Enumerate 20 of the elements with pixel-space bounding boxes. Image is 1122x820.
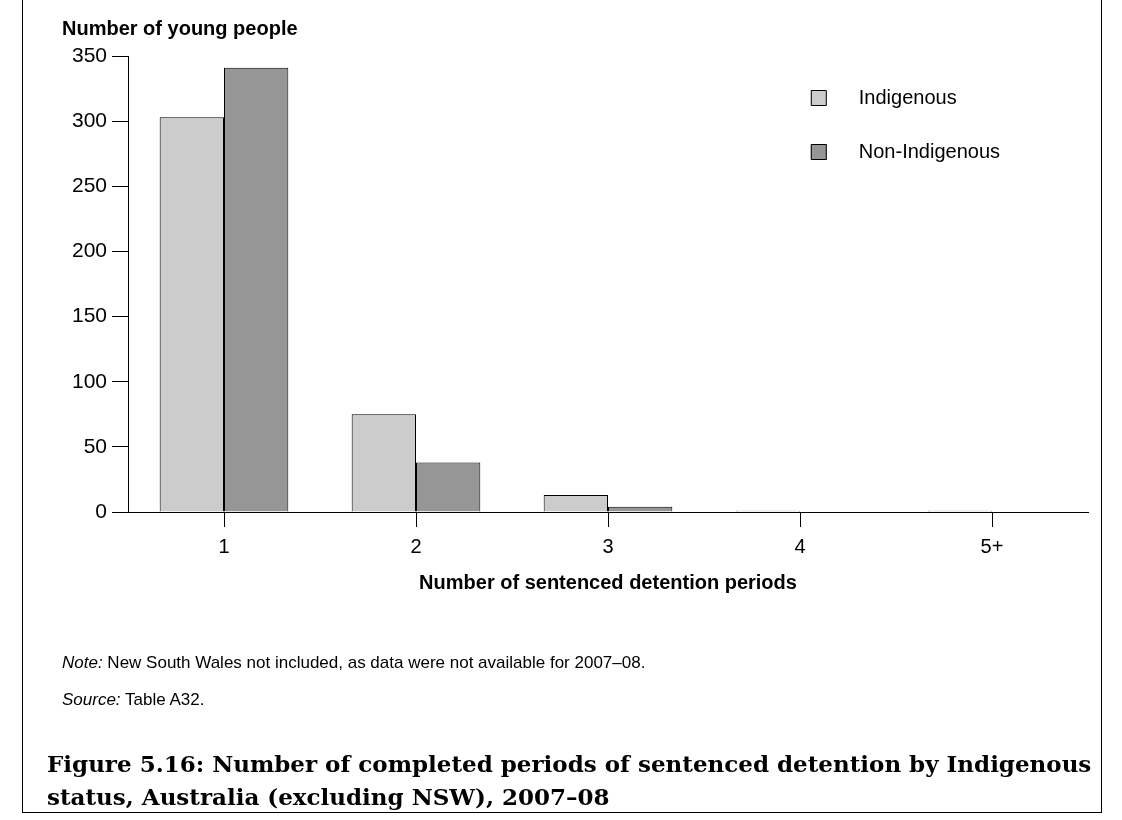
x-tick-label: 2 [410,534,422,557]
legend-label: Non-Indigenous [858,139,1001,162]
x-tick-label: 5+ [980,534,1004,557]
legend-label: Indigenous [858,85,957,108]
y-tick-label: 200 [71,238,107,262]
y-tick-label: 350 [71,42,107,66]
y-tick-label: 300 [71,107,107,131]
source-note: Source: Table A32. [62,690,205,709]
text: Figure 5.16: Number of completed periods of sentenced detention by Indigenous status, Australia (excluding NSW), 2007–08 [47,749,1092,812]
x-tick-label: 1 [218,534,230,557]
y-tick-label: 50 [83,433,107,457]
y-tick-label: 100 [71,368,107,392]
text: Note: New South Wales not included, as data were not available for 2007–08. [62,653,646,672]
y-tick-label: 250 [71,173,107,197]
y-axis-title: Number of young people [62,16,298,40]
x-tick-label: 3 [602,534,614,557]
y-tick-label: 0 [95,498,107,522]
x-tick-label: 4 [794,534,806,557]
x-axis-title: Number of sentenced detention periods [419,570,797,593]
y-tick-label: 150 [71,303,107,327]
